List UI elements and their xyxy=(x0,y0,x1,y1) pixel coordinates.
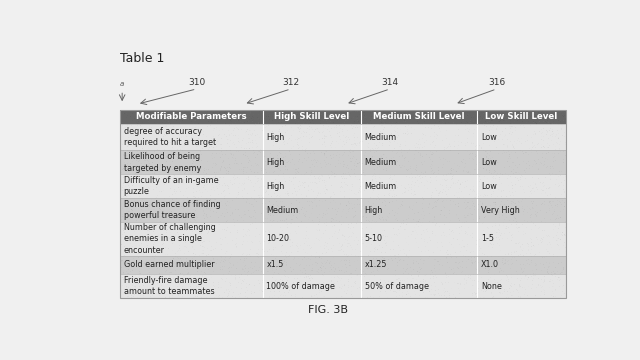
Text: 312: 312 xyxy=(282,78,300,87)
Bar xyxy=(120,198,566,222)
Text: Low: Low xyxy=(481,182,497,191)
Text: Bonus chance of finding
powerful treasure: Bonus chance of finding powerful treasur… xyxy=(124,200,220,220)
Text: Table 1: Table 1 xyxy=(120,51,164,64)
Text: a: a xyxy=(120,81,124,87)
Text: Friendly-fire damage
amount to teammates: Friendly-fire damage amount to teammates xyxy=(124,276,214,296)
Bar xyxy=(120,256,566,274)
Text: Very High: Very High xyxy=(481,206,520,215)
Text: Likelihood of being
targeted by enemy: Likelihood of being targeted by enemy xyxy=(124,152,201,172)
Text: Modifiable Parameters: Modifiable Parameters xyxy=(136,112,246,121)
Text: Number of challenging
enemies in a single
encounter: Number of challenging enemies in a singl… xyxy=(124,224,216,255)
Text: High: High xyxy=(365,206,383,215)
Text: None: None xyxy=(481,282,502,291)
Bar xyxy=(120,222,566,256)
Text: Medium: Medium xyxy=(266,206,299,215)
Text: 316: 316 xyxy=(488,78,505,87)
Text: Difficulty of an in-game
puzzle: Difficulty of an in-game puzzle xyxy=(124,176,218,197)
Text: Medium: Medium xyxy=(365,182,397,191)
Text: Low: Low xyxy=(481,133,497,142)
Bar xyxy=(120,110,566,124)
Text: High: High xyxy=(266,158,285,167)
Text: x1.5: x1.5 xyxy=(266,260,284,269)
Text: 5-10: 5-10 xyxy=(365,234,383,243)
Text: 50% of damage: 50% of damage xyxy=(365,282,429,291)
Text: Low: Low xyxy=(481,158,497,167)
Text: X1.0: X1.0 xyxy=(481,260,499,269)
Bar xyxy=(120,274,566,298)
Text: FIG. 3B: FIG. 3B xyxy=(308,305,348,315)
Text: 310: 310 xyxy=(188,78,205,87)
Text: High: High xyxy=(266,182,285,191)
Bar xyxy=(120,124,566,150)
Text: degree of accuracy
required to hit a target: degree of accuracy required to hit a tar… xyxy=(124,127,216,147)
Text: x1.25: x1.25 xyxy=(365,260,387,269)
Text: Medium: Medium xyxy=(365,133,397,142)
Text: High: High xyxy=(266,133,285,142)
Text: Low Skill Level: Low Skill Level xyxy=(485,112,557,121)
Text: 100% of damage: 100% of damage xyxy=(266,282,335,291)
Text: 314: 314 xyxy=(381,78,399,87)
Text: 10-20: 10-20 xyxy=(266,234,289,243)
Bar xyxy=(120,150,566,175)
Text: Medium: Medium xyxy=(365,158,397,167)
Text: High Skill Level: High Skill Level xyxy=(274,112,349,121)
Bar xyxy=(120,175,566,198)
Text: Gold earned multiplier: Gold earned multiplier xyxy=(124,260,214,269)
Bar xyxy=(120,110,566,298)
Text: 1-5: 1-5 xyxy=(481,234,494,243)
Text: Medium Skill Level: Medium Skill Level xyxy=(373,112,465,121)
